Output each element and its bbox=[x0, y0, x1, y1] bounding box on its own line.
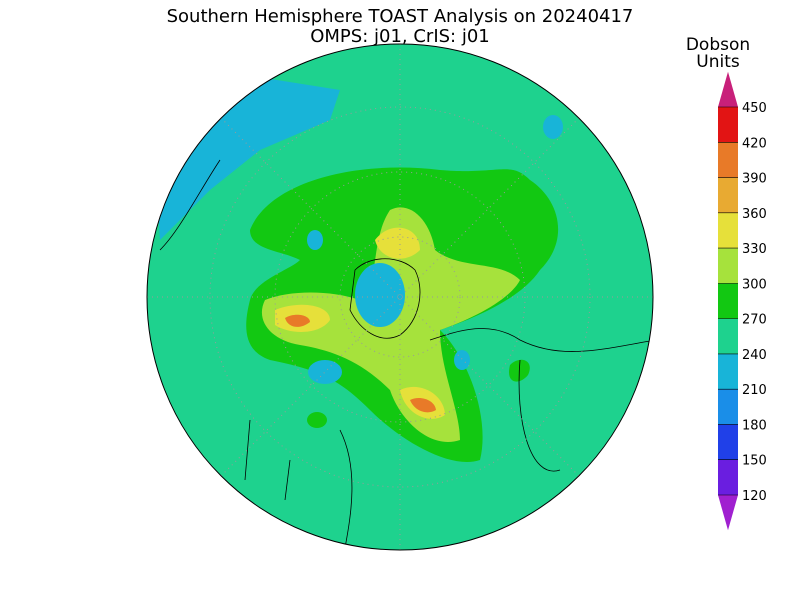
colorbar-tick-label: 450 bbox=[742, 101, 767, 116]
colorbar-tick-label: 240 bbox=[742, 348, 767, 363]
colorbar-bin bbox=[718, 248, 738, 284]
colorbar-tick-label: 420 bbox=[742, 136, 767, 151]
ozone-field bbox=[150, 60, 653, 549]
colorbar-bin bbox=[718, 353, 738, 390]
colorbar-tick-label: 360 bbox=[742, 207, 767, 222]
colorbar-bin bbox=[718, 318, 738, 354]
colorbar-tick-label: 180 bbox=[742, 418, 767, 433]
colorbar-bin bbox=[718, 142, 738, 178]
colorbar: 120 150 180 210 240 270 300 330 360 390 420 450 bbox=[718, 71, 767, 531]
subtitle: OMPS: j01, CrIS: j01 bbox=[310, 26, 490, 47]
colorbar-tick-label: 390 bbox=[742, 172, 767, 187]
colorbar-bin bbox=[718, 283, 738, 319]
colorbar-tick-label: 270 bbox=[742, 313, 767, 328]
colorbar-bin bbox=[718, 212, 738, 249]
colorbar-bin bbox=[718, 495, 738, 531]
colorbar-bin bbox=[718, 177, 738, 213]
colorbar-bin bbox=[718, 459, 738, 495]
colorbar-bin bbox=[718, 389, 738, 425]
colorbar-label: Units bbox=[696, 52, 740, 72]
colorbar-tick-label: 300 bbox=[742, 277, 767, 292]
colorbar-bin bbox=[718, 107, 738, 143]
title: Southern Hemisphere TOAST Analysis on 20… bbox=[167, 6, 634, 27]
colorbar-tick-label: 120 bbox=[742, 489, 767, 504]
colorbar-tick-label: 150 bbox=[742, 454, 767, 469]
colorbar-label: Dobson bbox=[686, 35, 750, 55]
colorbar-tick-label: 210 bbox=[742, 383, 767, 398]
colorbar-tick-label: 330 bbox=[742, 242, 767, 257]
map bbox=[146, 43, 654, 551]
colorbar-bin bbox=[718, 71, 738, 107]
colorbar-bin bbox=[718, 424, 738, 460]
